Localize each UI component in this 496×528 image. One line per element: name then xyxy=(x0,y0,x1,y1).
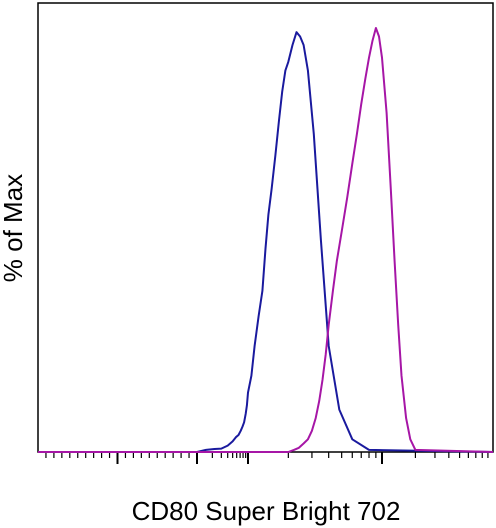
plot-frame xyxy=(37,2,494,453)
histogram-line-1 xyxy=(38,31,494,453)
series-layer xyxy=(38,27,494,453)
histogram-line-2 xyxy=(38,27,494,453)
x-axis-label: CD80 Super Bright 702 xyxy=(132,496,401,526)
x-axis-ticks xyxy=(45,452,489,464)
y-axis-label: % of Max xyxy=(0,174,28,282)
plot-border xyxy=(37,2,494,453)
